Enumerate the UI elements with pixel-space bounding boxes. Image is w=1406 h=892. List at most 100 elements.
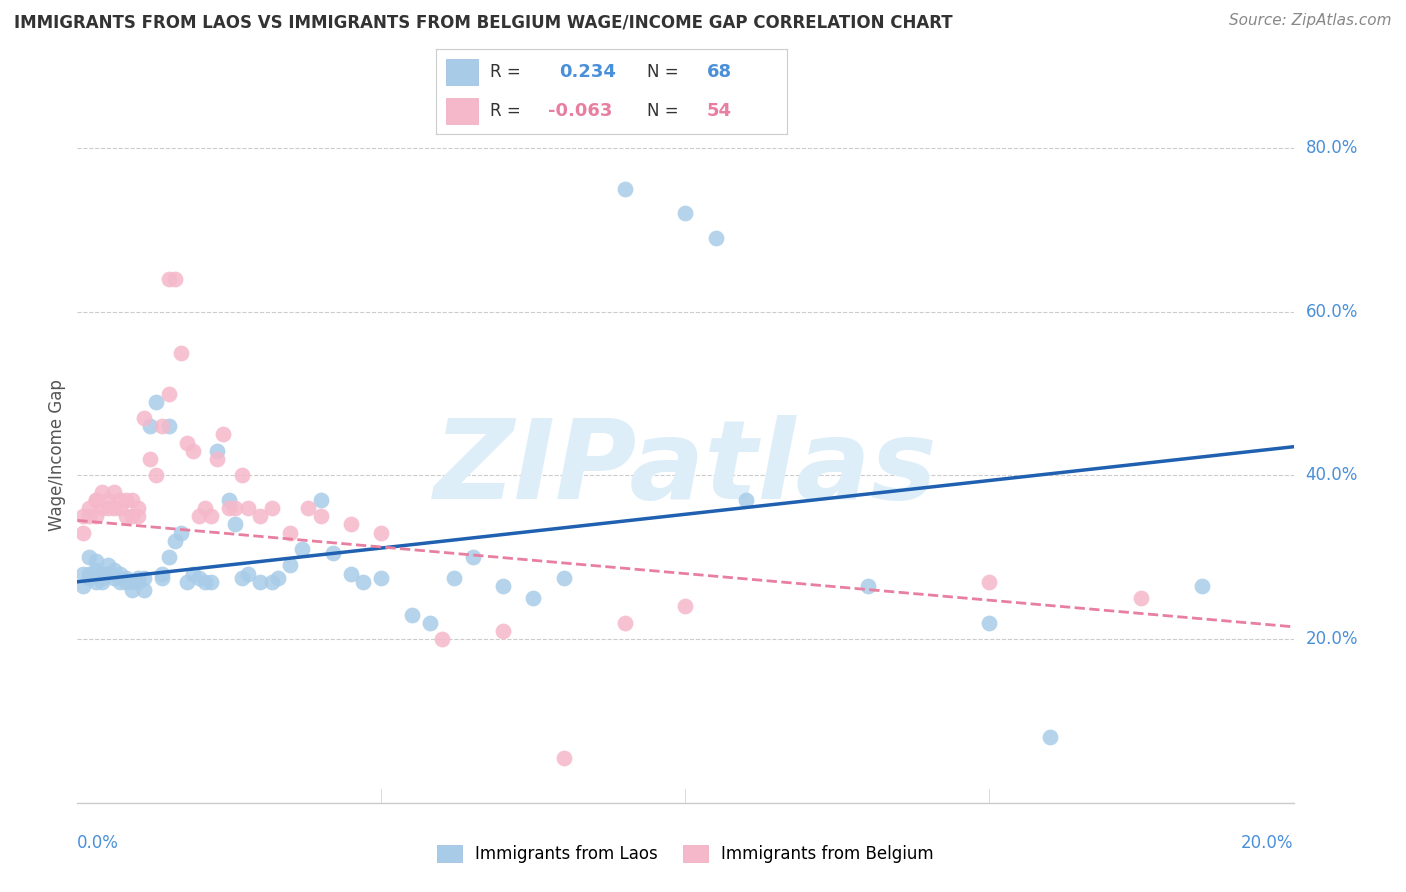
Point [145,394,167,409]
Point [121,492,143,507]
Point [340,517,363,532]
Point [97,501,120,516]
Point [121,574,143,589]
Point [152,566,174,581]
Point [200,509,222,524]
Point [340,566,363,581]
Point [157,386,180,401]
Point [152,419,174,434]
Point [1130,591,1153,606]
Point [297,501,319,516]
Point [735,492,758,507]
Point [675,206,697,220]
Point [127,574,149,589]
Point [103,571,125,585]
Text: Source: ZipAtlas.com: Source: ZipAtlas.com [1229,13,1392,29]
Point [121,582,143,597]
Point [139,419,162,434]
Point [108,566,131,581]
Text: 20.0%: 20.0% [1241,834,1294,852]
Point [218,492,240,507]
Point [84,492,107,507]
Text: 80.0%: 80.0% [1306,139,1358,157]
Point [419,615,441,630]
Point [163,272,186,286]
Point [134,411,156,425]
Point [236,566,259,581]
Point [84,509,107,524]
Point [79,509,101,524]
Point [79,501,101,516]
Point [370,571,392,585]
Point [108,574,131,589]
Point [492,579,515,593]
Point [163,533,186,548]
Point [97,492,120,507]
Point [134,571,156,585]
Point [1191,579,1213,593]
Text: N =: N = [647,102,678,120]
Point [84,574,107,589]
Y-axis label: Wage/Income Gap: Wage/Income Gap [48,379,66,531]
Text: 20.0%: 20.0% [1306,630,1358,648]
Point [1039,731,1062,745]
Point [553,751,575,765]
Point [188,509,211,524]
Point [84,492,107,507]
Point [267,571,290,585]
Point [231,571,253,585]
Point [170,345,193,359]
Point [675,599,697,614]
Point [443,571,465,585]
Point [278,525,301,540]
Text: -0.063: -0.063 [548,102,613,120]
Point [108,492,131,507]
Point [461,550,484,565]
Point [291,542,314,557]
Point [79,550,101,565]
Point [121,509,143,524]
Text: 0.234: 0.234 [560,63,616,81]
Text: 40.0%: 40.0% [1306,467,1358,484]
Point [90,571,112,585]
Point [103,562,125,576]
Point [139,452,162,467]
Point [127,571,149,585]
Point [115,571,138,585]
Text: 0.0%: 0.0% [77,834,120,852]
Point [72,566,94,581]
Point [322,546,344,560]
Text: R =: R = [491,102,522,120]
Text: R =: R = [491,63,522,81]
Point [522,591,544,606]
Text: IMMIGRANTS FROM LAOS VS IMMIGRANTS FROM BELGIUM WAGE/INCOME GAP CORRELATION CHAR: IMMIGRANTS FROM LAOS VS IMMIGRANTS FROM … [14,13,953,31]
Point [260,501,283,516]
Point [108,501,131,516]
Point [103,484,125,499]
Point [613,615,636,630]
Point [309,492,332,507]
Point [188,571,211,585]
Point [134,582,156,597]
Point [84,562,107,576]
Point [72,509,94,524]
Point [979,615,1001,630]
Point [236,501,259,516]
Text: ZIPatlas: ZIPatlas [433,416,938,523]
Point [704,231,727,245]
Point [157,550,180,565]
Point [430,632,453,646]
Point [152,571,174,585]
Point [72,579,94,593]
Point [309,509,332,524]
Point [231,468,253,483]
Point [401,607,423,622]
Point [72,525,94,540]
Point [856,579,879,593]
Point [218,501,240,516]
Point [205,443,228,458]
Point [145,468,167,483]
Point [90,574,112,589]
Point [194,574,217,589]
Point [352,574,374,589]
